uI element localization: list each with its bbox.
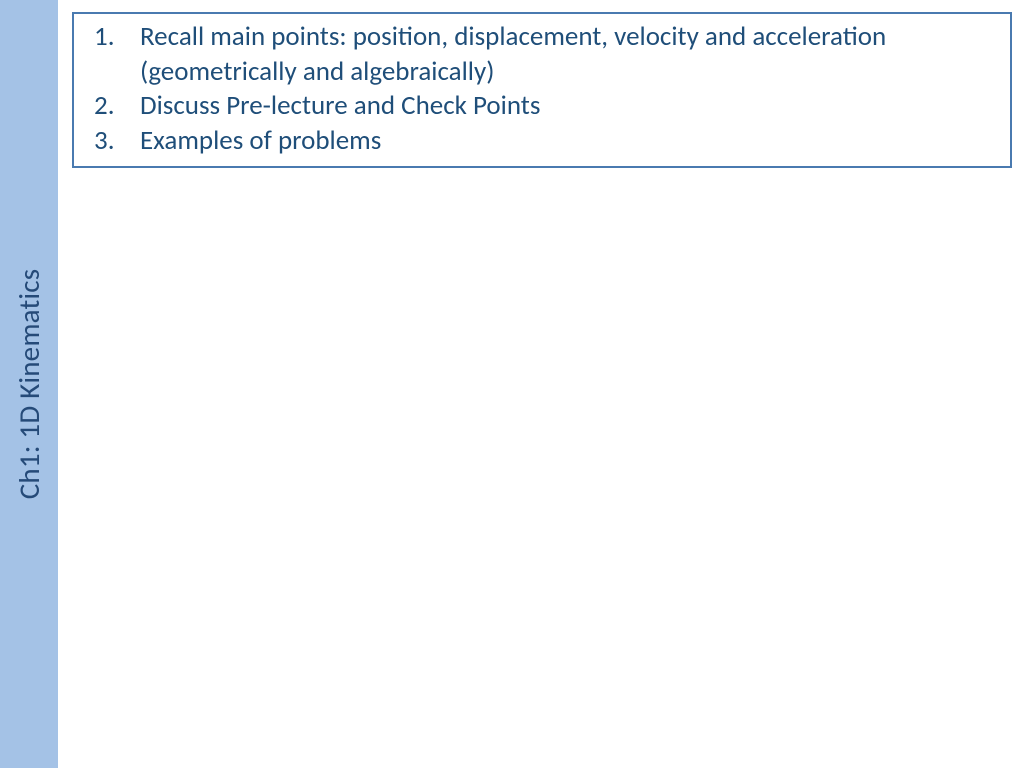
sidebar: Ch1: 1D Kinematics <box>0 0 58 768</box>
list-item: Recall main points: position, displaceme… <box>88 20 996 89</box>
list-item: Discuss Pre-lecture and Check Points <box>88 89 996 124</box>
slide: Ch1: 1D Kinematics Recall main points: p… <box>0 0 1024 768</box>
outline-box: Recall main points: position, displaceme… <box>72 12 1012 168</box>
outline-list: Recall main points: position, displaceme… <box>88 20 996 158</box>
list-item: Examples of problems <box>88 124 996 159</box>
chapter-title: Ch1: 1D Kinematics <box>11 269 47 500</box>
